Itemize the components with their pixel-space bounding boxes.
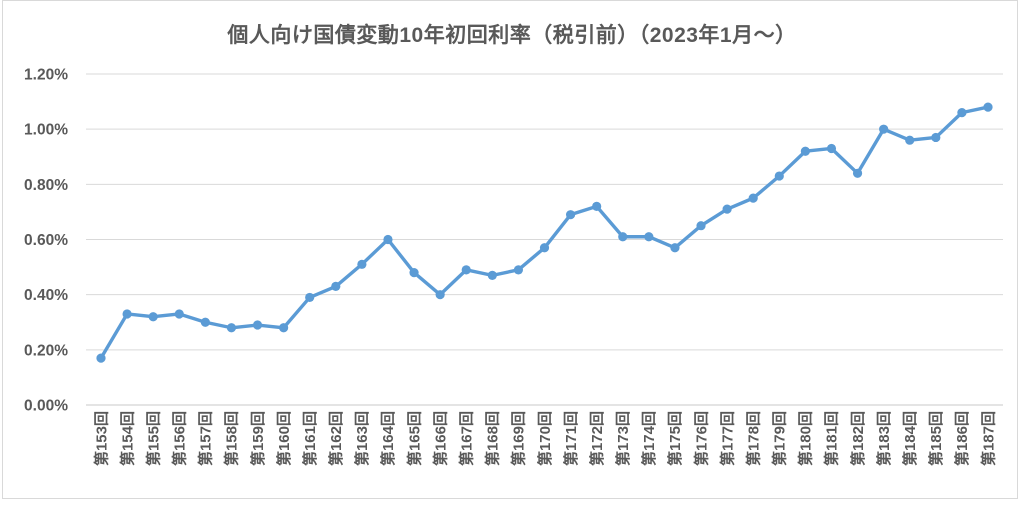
data-point-marker <box>174 309 184 319</box>
data-point-marker <box>305 292 315 303</box>
data-point-marker <box>148 312 158 322</box>
series-line <box>99 105 990 360</box>
data-point-marker <box>983 102 993 112</box>
x-tick-label: 第159回 <box>249 411 267 466</box>
data-point-marker <box>357 259 367 269</box>
data-point-marker <box>957 108 967 118</box>
y-tick-label: 0.60% <box>24 232 68 249</box>
data-point-marker <box>592 201 602 211</box>
x-tick-label: 第174回 <box>640 411 658 466</box>
x-tick-label: 第181回 <box>823 411 841 466</box>
y-tick-label: 1.20% <box>24 66 68 83</box>
x-tick-label: 第177回 <box>718 411 736 466</box>
x-tick-label: 第172回 <box>588 411 606 466</box>
x-tick-label: 第169回 <box>510 411 528 466</box>
x-tick-label: 第158回 <box>223 411 241 466</box>
x-tick-label: 第155回 <box>144 411 162 466</box>
data-point-marker <box>565 210 576 220</box>
data-point-marker <box>226 323 237 333</box>
x-tick-label: 第156回 <box>171 411 189 466</box>
data-point-marker <box>122 309 132 319</box>
x-tick-label: 第179回 <box>771 411 789 466</box>
x-tick-label: 第160回 <box>275 411 293 466</box>
data-point-marker <box>905 135 915 145</box>
data-point-marker <box>696 221 706 231</box>
data-point-marker <box>748 193 758 203</box>
data-point-marker <box>670 243 680 253</box>
data-point-marker <box>487 270 497 280</box>
x-tick-label: 第183回 <box>875 411 893 466</box>
x-tick-label: 第153回 <box>92 411 110 466</box>
x-tick-label: 第171回 <box>562 411 580 466</box>
data-point-marker <box>644 232 654 242</box>
x-tick-label: 第168回 <box>484 411 502 466</box>
data-point-marker <box>461 265 471 275</box>
x-tick-label: 第173回 <box>614 411 632 466</box>
y-tick-label: 0.00% <box>24 397 68 414</box>
chart-title: 個人向け国債変動10年初回利率（税引前）（2023年1月～） <box>227 24 797 47</box>
data-point-marker <box>96 353 106 363</box>
x-tick-label: 第186回 <box>953 411 971 466</box>
x-tick-label: 第170回 <box>536 411 554 466</box>
data-point-marker <box>409 268 419 278</box>
data-point-marker <box>279 323 289 333</box>
x-tick-label: 第187回 <box>979 411 997 466</box>
x-tick-label: 第185回 <box>927 411 945 466</box>
x-tick-label: 第154回 <box>118 411 136 466</box>
data-point-marker <box>513 265 524 275</box>
x-tick-label: 第176回 <box>692 411 710 466</box>
data-point-marker <box>800 146 810 156</box>
x-tick-label: 第165回 <box>405 411 423 466</box>
x-tick-label: 第178回 <box>744 411 762 466</box>
data-point-marker <box>931 132 941 143</box>
data-point-marker <box>826 143 837 154</box>
y-tick-label: 0.20% <box>24 342 68 359</box>
data-point-marker <box>539 243 550 253</box>
data-point-marker <box>435 290 445 300</box>
data-point-marker <box>383 234 393 245</box>
x-tick-label: 第184回 <box>901 411 919 466</box>
y-tick-label: 0.80% <box>24 177 68 194</box>
x-tick-label: 第180回 <box>797 411 815 466</box>
x-tick-label: 第161回 <box>301 411 319 466</box>
data-point-marker <box>879 124 889 134</box>
data-point-marker <box>331 281 341 291</box>
x-tick-label: 第167回 <box>457 411 475 466</box>
x-tick-label: 第166回 <box>431 411 449 466</box>
x-tick-label: 第175回 <box>666 411 684 466</box>
data-point-marker <box>252 320 263 330</box>
x-tick-label: 第164回 <box>379 411 397 466</box>
data-point-marker <box>774 171 784 181</box>
x-tick-label: 第182回 <box>849 411 867 466</box>
x-tick-label: 第162回 <box>327 411 345 466</box>
data-point-marker <box>722 204 732 214</box>
chart-border-frame <box>2 0 1018 499</box>
data-point-marker <box>618 232 628 242</box>
y-tick-label: 1.00% <box>24 122 68 139</box>
data-point-marker <box>852 168 863 178</box>
x-tick-label: 第163回 <box>353 411 371 466</box>
data-point-marker <box>200 317 210 327</box>
y-tick-label: 0.40% <box>24 287 68 304</box>
x-tick-label: 第157回 <box>197 411 215 466</box>
